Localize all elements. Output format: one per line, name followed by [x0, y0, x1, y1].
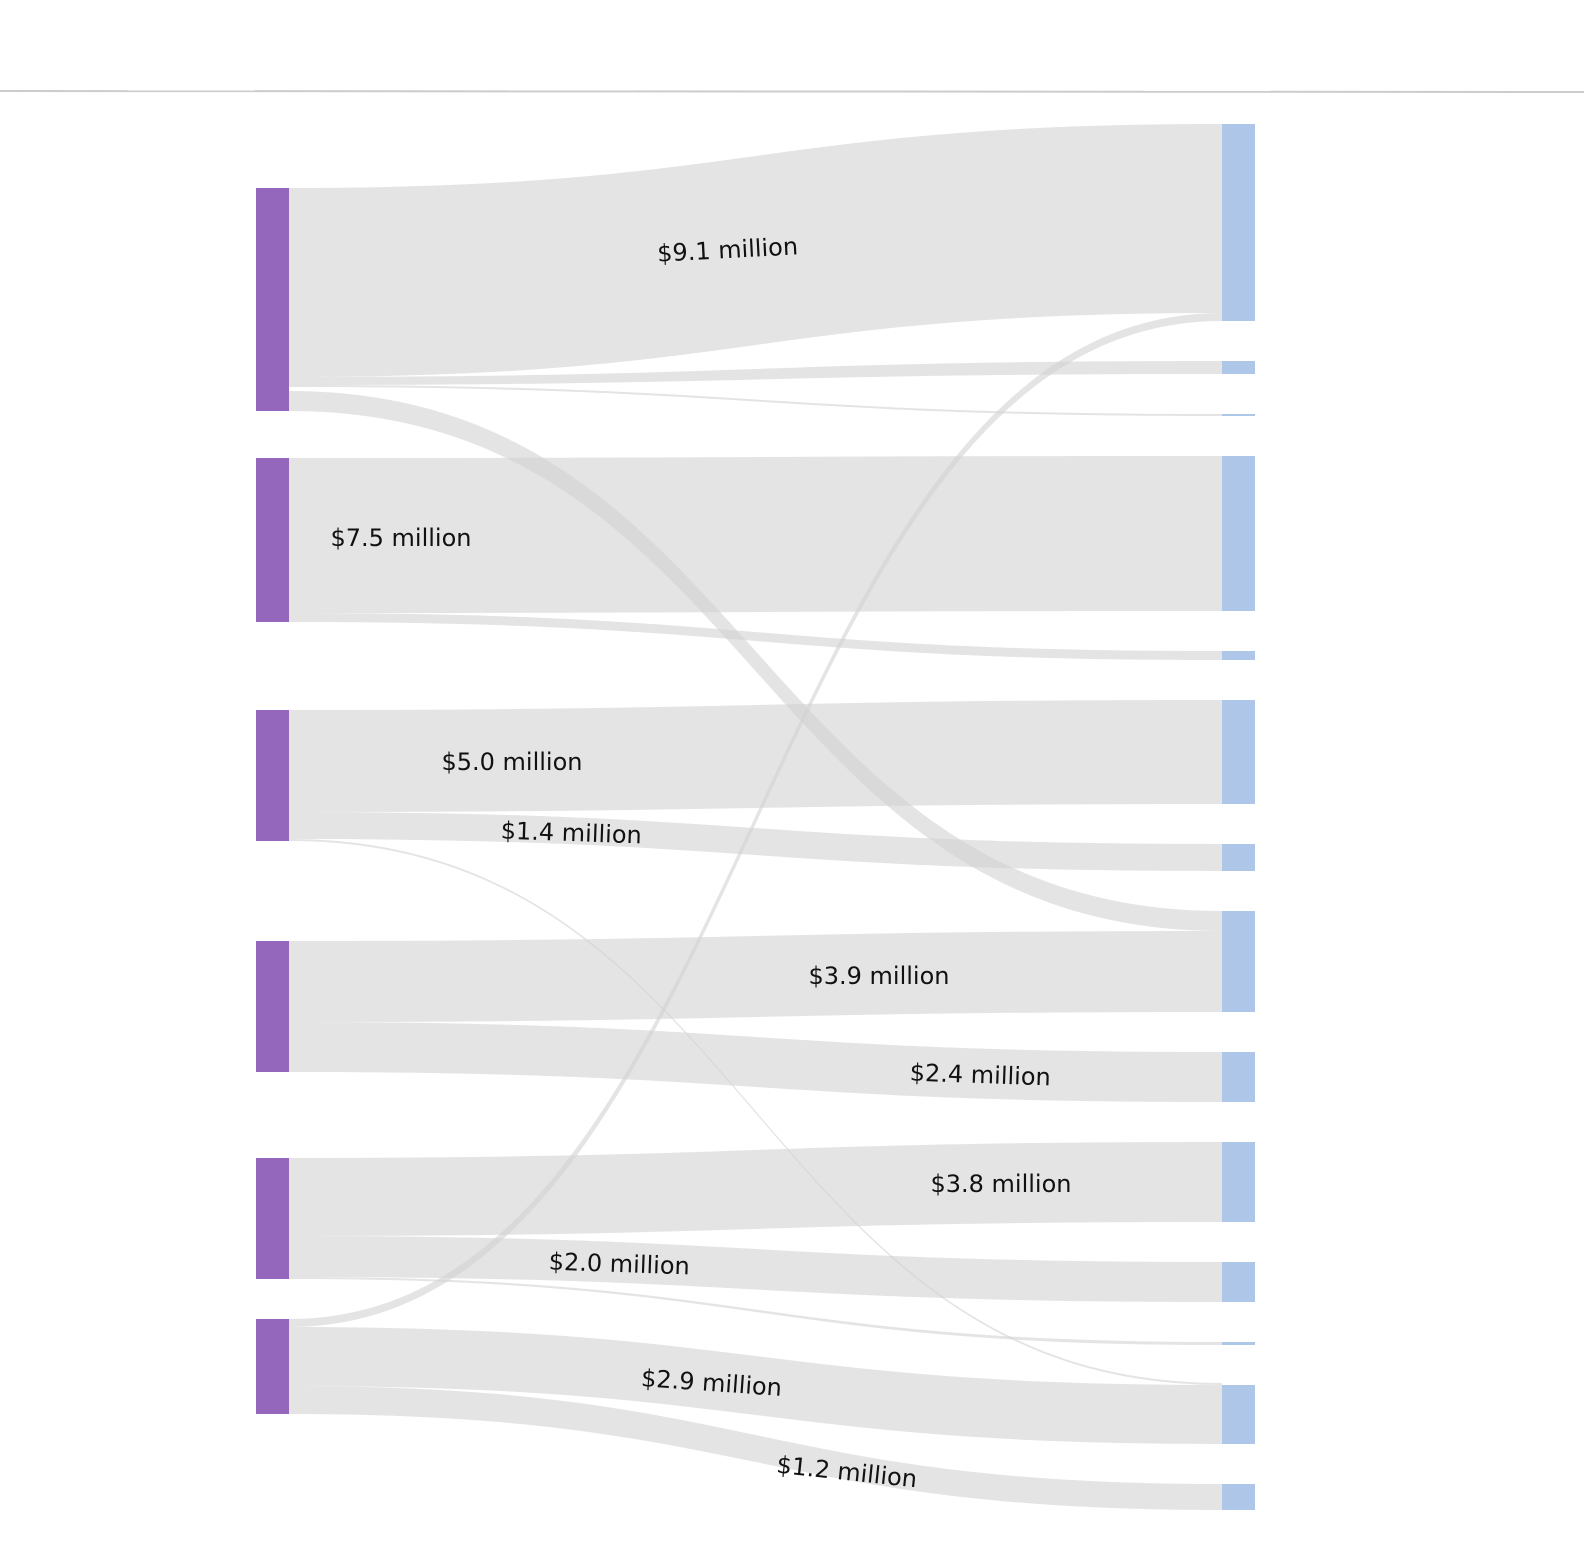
- top-divider: [0, 90, 1584, 93]
- link-s1-t8: [289, 391, 1222, 931]
- link-s2-t4: [289, 456, 1222, 613]
- target-node-t11: [1222, 1262, 1255, 1302]
- link-label-s4-t8: $3.9 million: [808, 962, 949, 990]
- target-node-t1: [1222, 124, 1255, 321]
- link-label-s5-t10: $3.8 million: [930, 1170, 1071, 1198]
- link-label-s2-t4: $7.5 million: [330, 524, 471, 552]
- link-s4-t8: [289, 931, 1222, 1022]
- link-s6-t1: [289, 313, 1222, 1327]
- target-node-t8: [1222, 911, 1255, 1012]
- link-s1-t1: [289, 124, 1222, 377]
- link-s6-t14: [289, 1386, 1222, 1510]
- target-node-t14: [1222, 1484, 1255, 1510]
- link-s1-t3: [289, 385, 1222, 416]
- link-label-s3-t7: $1.4 million: [500, 817, 642, 850]
- link-label-s3-t6: $5.0 million: [441, 748, 582, 776]
- source-node-s3: [256, 710, 289, 841]
- source-node-s4: [256, 941, 289, 1072]
- source-node-s6: [256, 1319, 289, 1414]
- target-node-t4: [1222, 456, 1255, 611]
- link-label-s4-t9: $2.4 million: [909, 1059, 1051, 1092]
- links-layer: [289, 124, 1222, 1510]
- link-s5-t12: [289, 1277, 1222, 1345]
- link-s5-t10: [289, 1142, 1222, 1236]
- target-node-t5: [1222, 651, 1255, 660]
- target-node-t3: [1222, 414, 1255, 416]
- link-s2-t5: [289, 613, 1222, 660]
- target-node-t6: [1222, 700, 1255, 804]
- link-label-s5-t11: $2.0 million: [548, 1248, 690, 1281]
- link-s5-t11: [289, 1236, 1222, 1302]
- target-node-t2: [1222, 361, 1255, 374]
- target-node-t9: [1222, 1052, 1255, 1102]
- target-node-t7: [1222, 844, 1255, 871]
- source-node-s2: [256, 458, 289, 622]
- target-node-t12: [1222, 1342, 1255, 1345]
- link-s3-t12: [289, 839, 1222, 1385]
- nodes-layer: [256, 124, 1255, 1510]
- target-node-t10: [1222, 1142, 1255, 1222]
- source-node-s5: [256, 1158, 289, 1279]
- link-s6-t13: [289, 1327, 1222, 1444]
- link-s4-t9: [289, 1022, 1222, 1102]
- source-node-s1: [256, 188, 289, 411]
- link-s3-t6: [289, 700, 1222, 812]
- link-s1-t2: [289, 361, 1222, 385]
- link-label-s6-t14: $1.2 million: [775, 1451, 918, 1494]
- target-node-t13: [1222, 1385, 1255, 1444]
- link-s3-t7: [289, 812, 1222, 871]
